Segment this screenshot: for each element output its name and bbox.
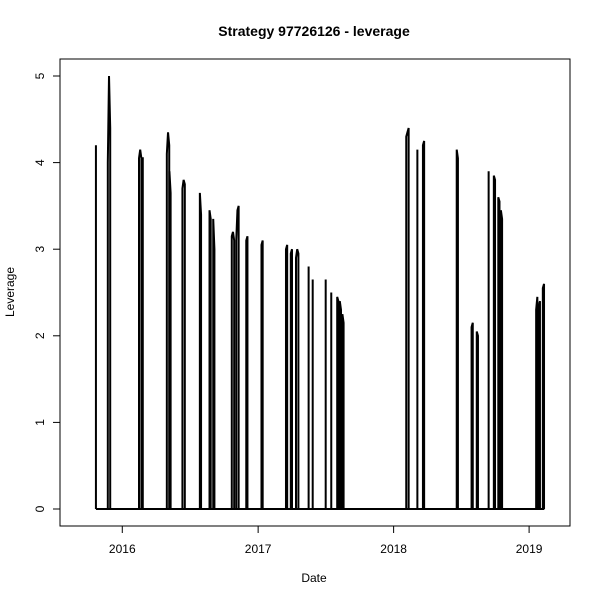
leverage-spike-7	[198, 192, 203, 509]
leverage-spike-21	[336, 296, 340, 509]
leverage-series	[94, 75, 546, 510]
leverage-spike-14	[284, 244, 289, 509]
chart-title: Strategy 97726126 - leverage	[218, 23, 410, 39]
x-tick-label-3: 2019	[516, 542, 543, 556]
y-tick-label-5: 5	[33, 72, 47, 79]
x-tick-label-1: 2017	[245, 542, 272, 556]
leverage-spike-5	[168, 171, 172, 509]
leverage-spike-15	[289, 248, 293, 509]
leverage-spike-12	[245, 235, 249, 509]
leverage-spike-33	[499, 210, 504, 509]
leverage-spike-13	[260, 240, 264, 509]
y-axis-label: Leverage	[3, 267, 17, 317]
leverage-spike-16	[295, 248, 300, 509]
leverage-spike-8	[208, 210, 212, 509]
y-tick-label-4: 4	[33, 159, 47, 166]
x-axis-label: Date	[301, 571, 327, 585]
leverage-spike-34	[535, 296, 539, 509]
leverage-spike-29	[475, 331, 479, 509]
leverage-spike-26	[421, 140, 426, 509]
y-tick-label-2: 2	[33, 332, 47, 339]
y-tick-label-0: 0	[33, 505, 47, 512]
leverage-spike-35	[537, 300, 541, 509]
leverage-spike-36	[541, 283, 546, 509]
y-axis: 0 1 2 3 4 5	[33, 72, 60, 512]
leverage-spike-3	[140, 157, 144, 509]
x-tick-label-2: 2018	[380, 542, 407, 556]
x-tick-label-0: 2016	[109, 542, 136, 556]
plot-frame	[59, 58, 571, 527]
y-tick-label-3: 3	[33, 246, 47, 253]
leverage-spike-28	[470, 322, 474, 509]
leverage-spike-11	[235, 205, 240, 509]
leverage-spike-31	[492, 175, 497, 509]
leverage-spike-10	[230, 231, 236, 509]
leverage-spike-24	[405, 127, 410, 509]
leverage-spike-27	[455, 149, 459, 509]
leverage-spike-9	[212, 218, 216, 509]
leverage-spike-32	[497, 196, 501, 509]
y-tick-label-1: 1	[33, 419, 47, 426]
x-axis: 2016 2017 2018 2019	[109, 526, 543, 556]
leverage-spike-6	[181, 179, 186, 509]
leverage-spike-22	[338, 301, 342, 509]
leverage-spike-1	[106, 75, 112, 509]
leverage-spike-23	[341, 314, 345, 509]
